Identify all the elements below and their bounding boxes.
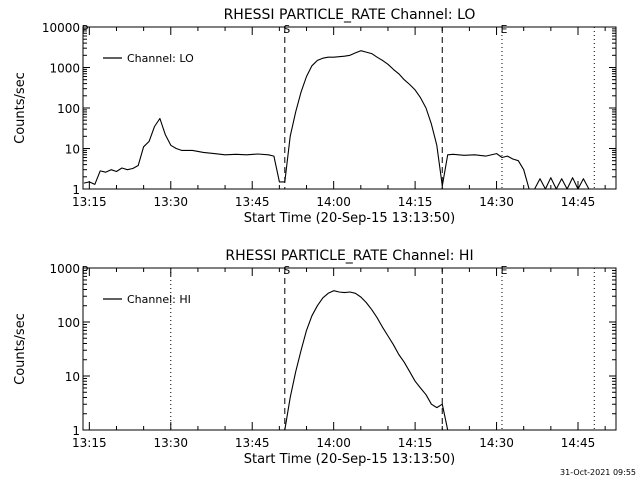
x-tick-label: 14:15	[398, 195, 433, 209]
y-axis-label: Counts/sec	[13, 313, 28, 385]
y-tick-label: 10	[65, 370, 80, 384]
x-tick-label: 14:15	[398, 436, 433, 450]
y-tick-label: 1000	[49, 262, 80, 276]
event-marker-label: S	[283, 264, 290, 277]
x-tick-label: 13:30	[153, 195, 188, 209]
x-tick-label: 14:00	[316, 436, 351, 450]
chart-title: RHESSI PARTICLE_RATE Channel: LO	[224, 7, 476, 23]
y-tick-label: 100	[57, 316, 80, 330]
footer-timestamp: 31-Oct-2021 09:55	[560, 468, 636, 477]
x-tick-label: 14:45	[561, 436, 596, 450]
x-tick-label: 13:30	[153, 436, 188, 450]
event-marker-label: P	[82, 264, 89, 277]
y-axis-label: Counts/sec	[13, 72, 28, 144]
x-axis-label: Start Time (20-Sep-15 13:13:50)	[244, 452, 455, 467]
x-tick-label: 13:15	[72, 436, 107, 450]
legend-label: Channel: HI	[127, 293, 191, 306]
x-axis-label: Start Time (20-Sep-15 13:13:50)	[244, 211, 455, 226]
x-tick-label: 14:45	[561, 195, 596, 209]
y-tick-label: 1	[72, 183, 80, 197]
series-line-1	[284, 290, 449, 431]
series-line-1	[83, 50, 595, 190]
x-tick-label: 14:00	[316, 195, 351, 209]
chart-panel-2: RHESSI PARTICLE_RATE Channel: HI 1 10 100 10…	[13, 248, 617, 467]
y-tick-label: 10	[65, 143, 80, 157]
legend-label: Channel: LO	[127, 52, 194, 65]
chart-title: RHESSI PARTICLE_RATE Channel: HI	[225, 248, 473, 264]
event-marker-label: E	[501, 264, 508, 277]
y-tick-label: 1000	[49, 62, 80, 76]
event-marker-label: S	[283, 23, 290, 36]
y-tick-label: 10000	[42, 21, 80, 35]
y-tick-label: 1	[72, 424, 80, 438]
x-tick-label: 14:30	[479, 195, 514, 209]
event-marker-label: E	[501, 23, 508, 36]
y-tick-label: 100	[57, 102, 80, 116]
event-marker-label: P	[82, 23, 89, 36]
x-tick-label: 14:30	[479, 436, 514, 450]
x-tick-label: 13:45	[235, 195, 270, 209]
x-tick-label: 13:15	[72, 195, 107, 209]
chart-panel-1: RHESSI PARTICLE_RATE Channel: LO 1 10 100 10…	[13, 7, 617, 226]
x-tick-label: 13:45	[235, 436, 270, 450]
